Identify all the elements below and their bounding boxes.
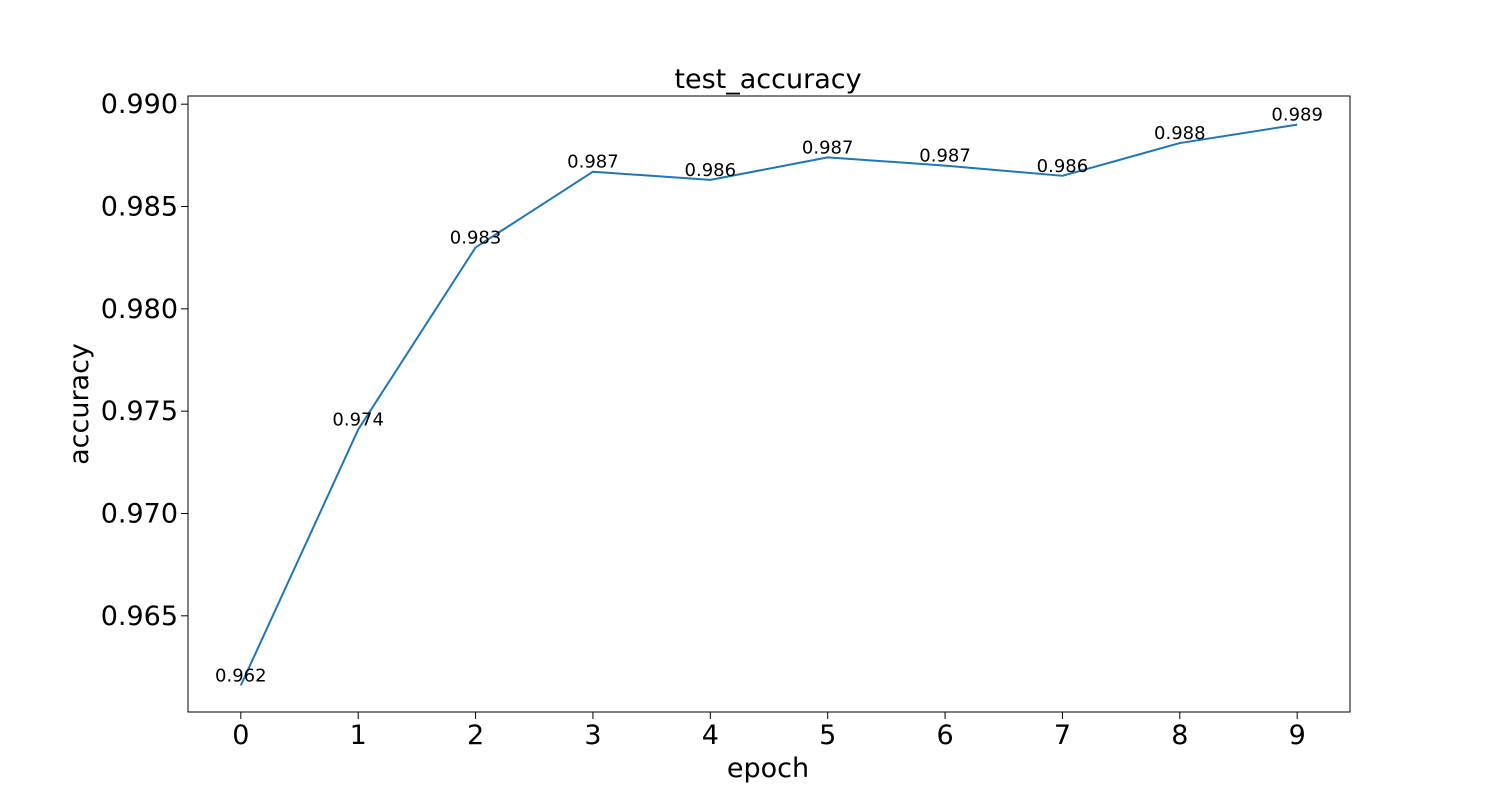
y-tick-label: 0.980	[101, 294, 178, 325]
data-label: 0.974	[332, 410, 384, 431]
x-tick-label: 4	[702, 720, 719, 751]
y-tick-label: 0.965	[101, 601, 178, 632]
data-label: 0.987	[802, 137, 854, 158]
x-tick-label: 5	[819, 720, 836, 751]
x-tick-label: 0	[232, 720, 249, 751]
series-group	[239, 123, 1298, 686]
y-tick-label: 0.975	[101, 396, 178, 427]
x-tick-label: 1	[350, 720, 367, 751]
data-label: 0.983	[450, 227, 502, 248]
series-line	[239, 123, 1298, 686]
data-label: 0.962	[215, 665, 267, 686]
x-tick-label: 7	[1054, 720, 1071, 751]
data-label: 0.986	[685, 160, 737, 181]
x-tick-label: 2	[467, 720, 484, 751]
y-axis-label: accuracy	[64, 343, 95, 465]
chart-title: test_accuracy	[674, 64, 861, 95]
y-axis: 0.965 0.970 0.975 0.980 0.985 0.990	[101, 89, 188, 632]
data-labels: 0.962 0.974 0.983 0.987 0.986 0.987 0.987 0.986…	[215, 105, 1323, 687]
x-tick-label: 6	[936, 720, 953, 751]
data-label: 0.989	[1271, 105, 1323, 126]
data-label: 0.988	[1154, 123, 1206, 144]
y-tick-label: 0.970	[101, 498, 178, 529]
y-tick-label: 0.985	[101, 192, 178, 223]
x-tick-label: 9	[1289, 720, 1306, 751]
x-tick-label: 8	[1171, 720, 1188, 751]
plot-area-frame	[187, 95, 1351, 713]
data-label: 0.987	[919, 146, 971, 167]
y-tick-label: 0.990	[101, 89, 178, 120]
x-tick-label: 3	[584, 720, 601, 751]
x-axis: 0 1 2 3 4 5 6 7 8 9	[232, 712, 1306, 751]
data-label: 0.987	[567, 152, 619, 173]
data-label: 0.986	[1037, 156, 1089, 177]
x-axis-label: epoch	[727, 753, 809, 784]
